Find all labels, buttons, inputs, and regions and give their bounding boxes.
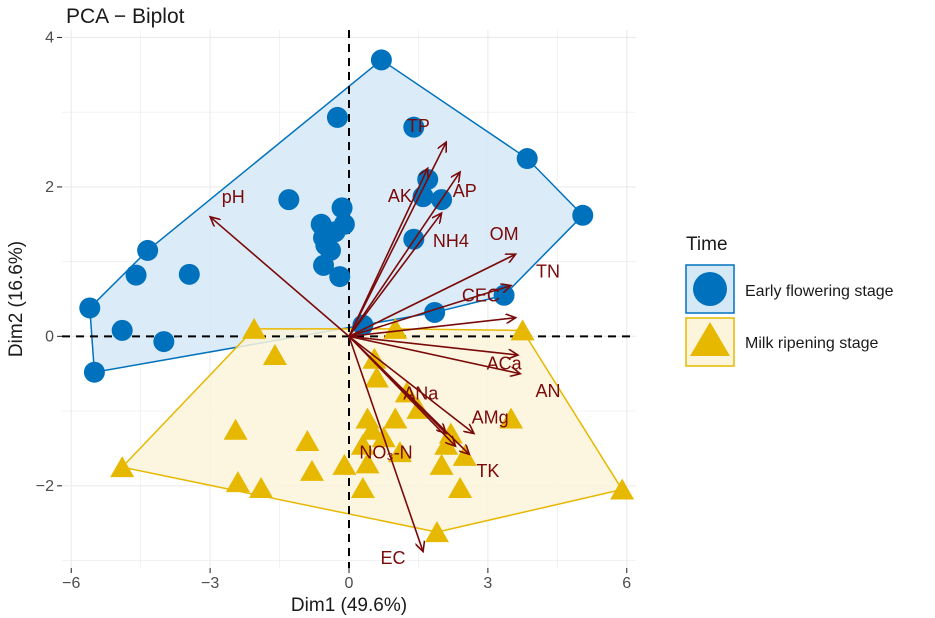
point-early-flowering <box>278 189 300 211</box>
point-milk-ripening <box>332 453 357 475</box>
loading-label-ap: AP <box>453 181 477 201</box>
point-milk-ripening <box>387 441 412 463</box>
loading-label-an: AN <box>536 381 561 401</box>
point-milk-ripening <box>364 366 389 388</box>
point-milk-ripening <box>429 453 454 475</box>
point-milk-ripening <box>299 459 324 481</box>
point-milk-ripening <box>350 433 375 455</box>
point-milk-ripening <box>110 456 135 478</box>
loading-arrow-ak <box>348 168 428 337</box>
axes: −6 −3 0 3 6 −2 0 2 4 <box>36 29 632 592</box>
point-early-flowering <box>125 264 147 286</box>
legend-marker-circle-icon <box>693 272 727 306</box>
point-early-flowering <box>331 197 353 219</box>
point-milk-ripening <box>362 347 387 369</box>
point-milk-ripening <box>225 471 250 493</box>
loading-label-ph: pH <box>222 187 245 207</box>
point-milk-ripening <box>383 317 408 339</box>
loading-label-non: NO₃-N <box>359 442 412 462</box>
legend-label-early: Early flowering stage <box>745 283 894 300</box>
loading-label-ak: AK <box>388 186 412 206</box>
loading-arrow-amg <box>348 335 474 433</box>
point-milk-ripening <box>350 477 375 499</box>
y-tick-label: −2 <box>36 478 54 495</box>
point-early-flowering <box>137 239 159 261</box>
loading-arrow-tk <box>348 335 469 454</box>
y-tick-label: 2 <box>45 179 54 196</box>
loading-arrow-cec <box>348 318 516 338</box>
point-milk-ripening <box>424 521 449 543</box>
point-milk-ripening <box>510 319 535 341</box>
loading-label-ec: EC <box>380 548 405 568</box>
chart-title: PCA − Biplot <box>66 5 185 28</box>
point-early-flowering <box>572 204 594 226</box>
loading-arrows: TP AK AP pH NH4 OM TN CEC ACa AN ANa AMg NO₃-N TK EC <box>210 116 561 568</box>
x-tick-label: 6 <box>622 575 631 592</box>
loading-arrow-tp <box>348 142 446 337</box>
point-milk-ripening <box>249 477 274 499</box>
loading-label-tp: TP <box>407 116 430 136</box>
legend: Time Early flowering stage Milk ripening… <box>685 234 894 367</box>
loading-label-tk: TK <box>476 461 499 481</box>
point-milk-ripening <box>262 344 287 366</box>
loading-label-amg: AMg <box>472 407 509 427</box>
legend-marker-triangle-icon <box>690 322 730 356</box>
loading-arrow-om <box>348 254 516 338</box>
x-axis-title: Dim1 (49.6%) <box>291 595 407 616</box>
data-points <box>79 49 635 543</box>
loading-arrow-tn <box>348 286 511 338</box>
point-early-flowering <box>516 148 538 170</box>
loading-arrow-ph <box>210 217 350 337</box>
loading-arrow-an <box>348 335 520 373</box>
loading-label-nh4: NH4 <box>433 231 469 251</box>
loading-arrow-ap <box>348 172 460 337</box>
x-tick-label: −3 <box>201 575 219 592</box>
point-early-flowering <box>153 331 175 353</box>
point-milk-ripening <box>223 418 248 440</box>
loading-label-tn: TN <box>536 262 560 282</box>
point-milk-ripening <box>448 477 473 499</box>
point-early-flowering <box>178 263 200 285</box>
legend-label-milk: Milk ripening stage <box>745 335 879 352</box>
legend-title: Time <box>686 234 728 255</box>
loading-label-aca: ACa <box>487 354 523 374</box>
loading-arrow-nh4 <box>348 213 442 337</box>
loading-label-om: OM <box>490 224 519 244</box>
y-axis-title: Dim2 (16.6%) <box>6 241 27 357</box>
point-early-flowering <box>329 266 351 288</box>
point-early-flowering <box>412 186 434 208</box>
point-milk-ripening <box>360 418 385 440</box>
loading-arrow-aca <box>348 335 518 355</box>
x-tick-label: 0 <box>345 575 354 592</box>
point-early-flowering <box>111 319 133 341</box>
x-tick-label: 3 <box>483 575 492 592</box>
x-tick-label: −6 <box>62 575 80 592</box>
point-milk-ripening <box>394 381 419 403</box>
loading-label-ana: ANa <box>403 383 439 403</box>
point-milk-ripening <box>355 452 380 474</box>
point-early-flowering <box>326 106 348 128</box>
point-milk-ripening <box>610 478 635 500</box>
loading-arrow-ec <box>348 336 423 551</box>
point-early-flowering <box>370 49 392 71</box>
y-tick-label: 4 <box>45 29 54 46</box>
point-milk-ripening <box>295 429 320 451</box>
point-milk-ripening <box>499 407 524 429</box>
point-milk-ripening <box>242 317 267 339</box>
point-early-flowering <box>313 254 335 276</box>
point-early-flowering <box>403 116 425 138</box>
loading-label-cec: CEC <box>462 286 500 306</box>
point-milk-ripening <box>383 407 408 429</box>
y-tick-label: 0 <box>45 328 54 345</box>
point-early-flowering <box>83 361 105 383</box>
point-early-flowering <box>79 297 101 319</box>
